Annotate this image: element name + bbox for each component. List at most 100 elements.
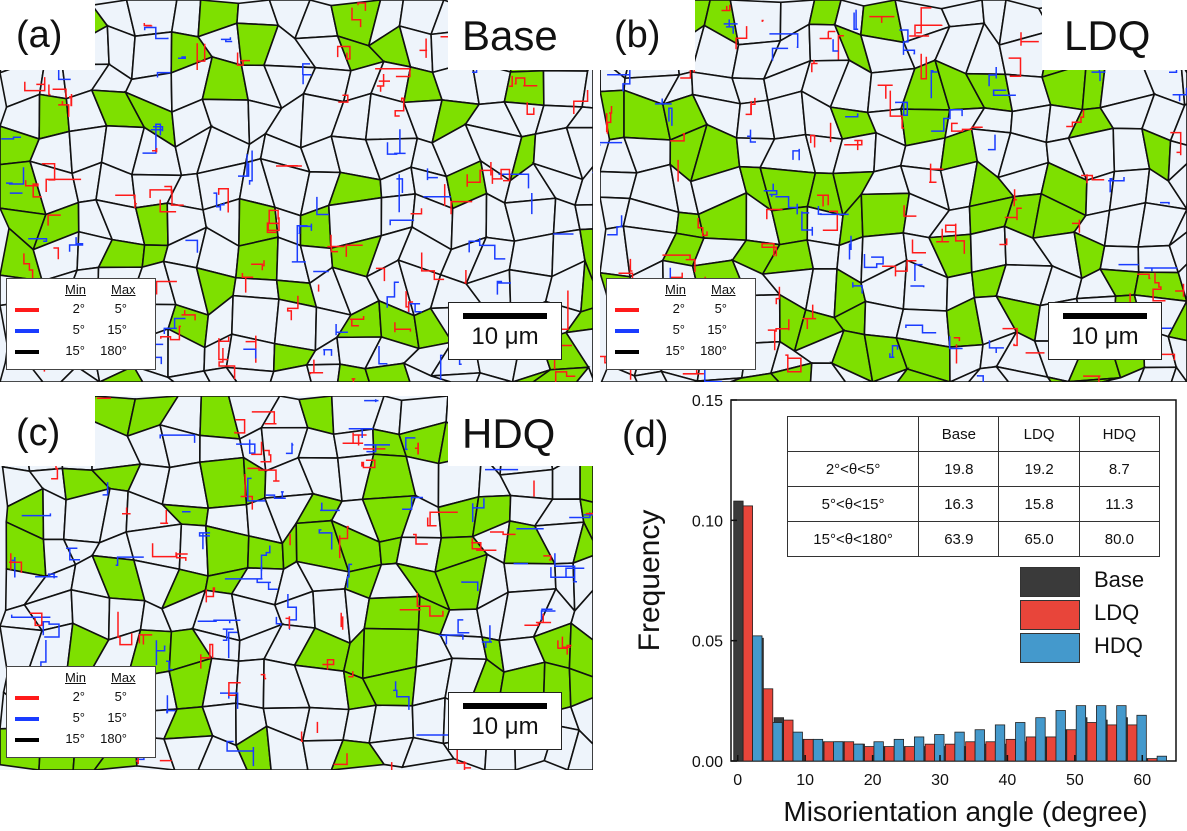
boundary-segment (142, 123, 162, 154)
bar-hdq-2 (792, 731, 803, 762)
grain (198, 456, 248, 510)
grain (1099, 245, 1140, 273)
boundary-segment (205, 587, 216, 603)
boundary-segment (466, 162, 492, 187)
grain (896, 368, 951, 382)
boundary-segment (351, 378, 356, 382)
panel-name-a: Base (458, 12, 562, 60)
boundary-segment (247, 467, 280, 482)
boundary-segment (550, 567, 585, 578)
bar-hdq-11 (974, 729, 985, 762)
grain (766, 90, 807, 140)
boundary-segment (987, 134, 996, 151)
grain-map-a (0, 0, 593, 382)
grain (564, 106, 593, 129)
x-tick-label: 20 (864, 772, 882, 789)
boundary-segment (468, 238, 506, 260)
boundary-segment (348, 427, 374, 438)
grain (1167, 139, 1187, 183)
grain (59, 365, 109, 382)
boundary-segment (573, 90, 589, 114)
boundary-segment (936, 228, 950, 243)
x-tick-label: 60 (1133, 772, 1151, 789)
grain (1169, 102, 1187, 147)
boundary-segment (23, 253, 34, 284)
boundary-segment (426, 511, 458, 527)
boundary-segment (29, 612, 43, 627)
chart-legend: Base LDQ HDQ (1020, 565, 1185, 665)
grain (475, 371, 514, 382)
legend-max-value: 180° (700, 343, 727, 358)
panel-a: (a) Base Min Max 2° 5° 5° 15° 15° 180° 10 μ… (0, 0, 593, 382)
boundary-segment (389, 219, 415, 226)
boundary-segment (682, 361, 704, 375)
boundary-segment (300, 731, 303, 742)
boundary-segment (845, 113, 859, 118)
boundary-segment (869, 15, 895, 23)
boundary-segment (509, 75, 513, 87)
boundary-segment (1081, 174, 1105, 184)
boundary-segment (218, 348, 236, 380)
boundary-segment (792, 148, 800, 161)
bar-ldq-20 (1147, 758, 1158, 762)
bar-ldq-14 (1025, 736, 1037, 762)
boundary-segment (226, 740, 255, 767)
panel-c: (c) HDQ Min Max 2° 5° 5° 15° 15° 180° 10 μm (0, 396, 593, 770)
boundary-segment (234, 419, 246, 434)
boundary-segment (24, 77, 46, 92)
boundary-segment (248, 150, 253, 185)
grain (569, 696, 593, 746)
table-cell: 65.0 (998, 521, 1080, 557)
legend-min-value: 5° (72, 710, 85, 725)
boundary-segment (302, 63, 310, 75)
boundary-segment (763, 183, 778, 197)
boundary-segment (1161, 353, 1176, 361)
boundary-segment (457, 619, 470, 634)
boundary-segment (785, 354, 802, 373)
grain (564, 328, 593, 380)
grain (809, 362, 847, 382)
boundary-segment (931, 109, 963, 132)
boundary-segment (775, 195, 798, 215)
bar-hdq-1 (772, 722, 783, 762)
boundary-segment (376, 74, 385, 92)
grain (430, 371, 482, 382)
boundary-segment (767, 329, 776, 351)
boundary-segment (852, 282, 863, 294)
legend-swatch (1020, 633, 1080, 663)
fraction-table: Base LDQ HDQ 2°<θ<5° 19.8 19.2 8.7 5°<θ<… (786, 416, 1161, 557)
grain (571, 519, 593, 565)
boundary-segment (151, 543, 177, 558)
bar-hdq-7 (893, 738, 905, 762)
grain (579, 260, 593, 313)
table-cell: 80.0 (1078, 521, 1161, 557)
table-cell: 15°<θ<180° (786, 521, 920, 557)
table-cell: 11.3 (1078, 486, 1161, 522)
legend-swatch (1020, 567, 1080, 597)
legend-min-value: 5° (72, 322, 85, 337)
boundary-segment (761, 242, 778, 257)
legend-min-value: 2° (672, 301, 685, 316)
boundary-segment (336, 45, 351, 60)
boundary-segment (166, 695, 176, 714)
table-header-row: Base LDQ HDQ (786, 416, 1161, 452)
legend-min-value: 2° (72, 301, 85, 316)
legend-min-header: Min (665, 282, 686, 297)
boundary-segment (228, 682, 241, 696)
table-header-cell (786, 416, 920, 452)
grain (1167, 162, 1187, 211)
grain (1045, 375, 1081, 382)
boundary-segment (426, 168, 438, 181)
boundary-segment (662, 254, 696, 273)
boundary-segment (243, 348, 257, 359)
legend-min-value: 15° (65, 731, 85, 746)
boundary-segment (35, 573, 58, 579)
grain (564, 307, 593, 334)
boundary-segment (553, 353, 556, 370)
boundary-segment (1020, 32, 1039, 46)
boundary-segment (606, 106, 613, 134)
boundary-segment (909, 24, 943, 37)
boundary-segment (286, 295, 299, 321)
grain (170, 0, 202, 38)
boundary-segment (260, 545, 271, 571)
